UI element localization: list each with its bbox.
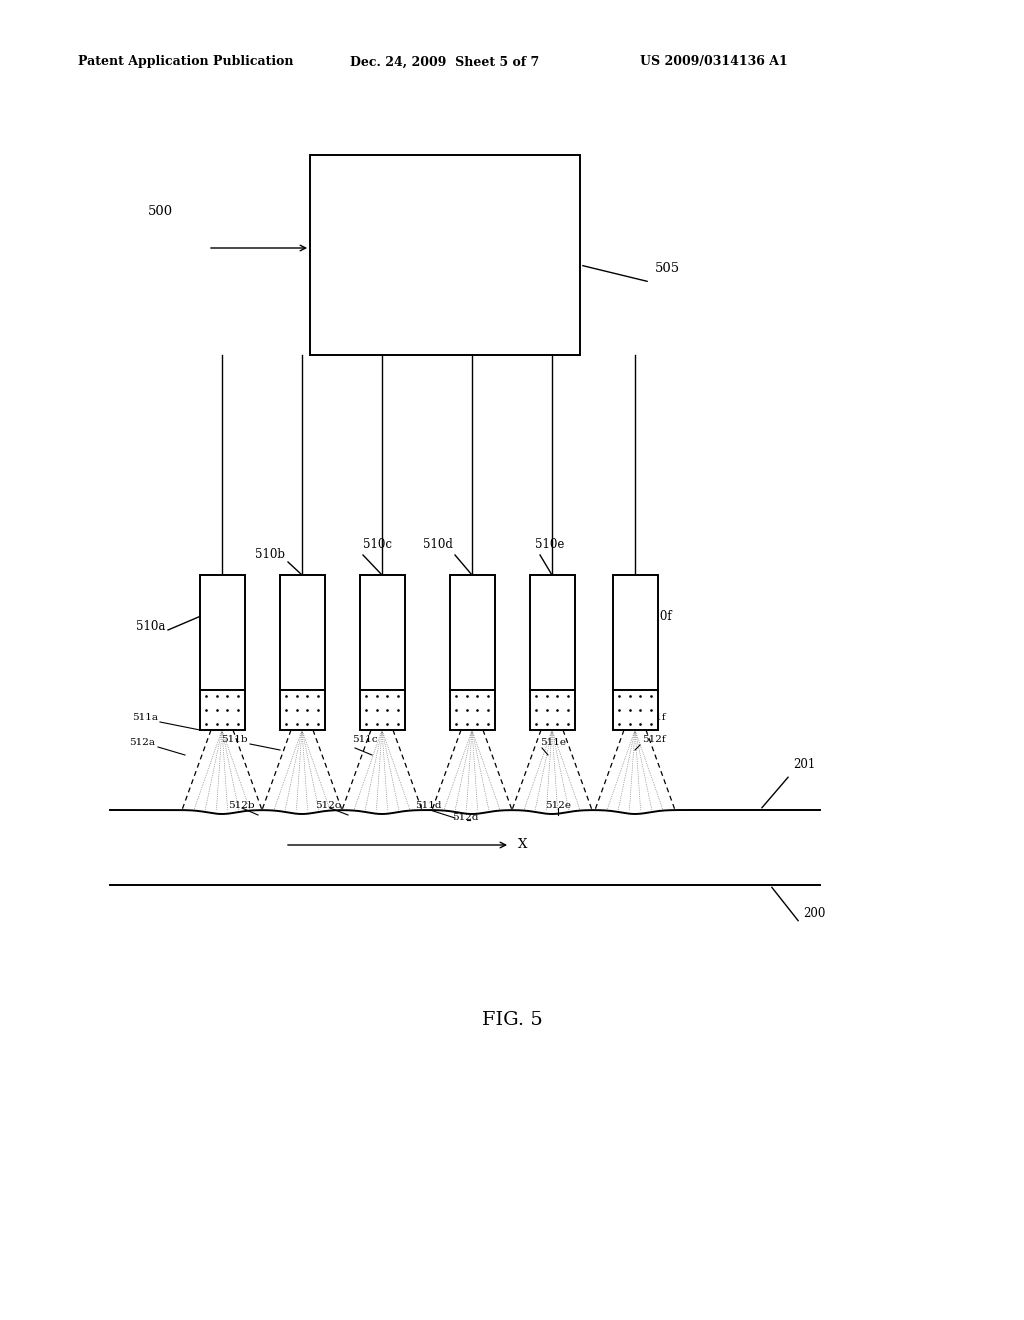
Text: 201: 201 — [793, 758, 815, 771]
Bar — [280, 576, 325, 690]
Text: 512a: 512a — [129, 738, 155, 747]
Bar — [530, 576, 575, 690]
Bar — [530, 690, 575, 730]
Bar — [450, 576, 495, 690]
Text: X: X — [518, 838, 527, 851]
Text: 200: 200 — [803, 907, 825, 920]
Text: 510d: 510d — [423, 539, 453, 550]
Bar — [200, 576, 245, 690]
Text: 500: 500 — [148, 205, 173, 218]
Text: 505: 505 — [655, 261, 680, 275]
Bar — [613, 690, 658, 730]
Text: 512f: 512f — [642, 735, 666, 744]
Bar — [360, 690, 406, 730]
Text: Patent Application Publication: Patent Application Publication — [78, 55, 294, 69]
Text: FIG. 5: FIG. 5 — [481, 1011, 543, 1030]
Text: 511f: 511f — [642, 713, 666, 722]
Text: 512c: 512c — [315, 801, 341, 810]
Text: 510f: 510f — [645, 610, 672, 623]
Text: 511a: 511a — [132, 713, 158, 722]
Text: 510b: 510b — [255, 548, 285, 561]
Text: US 2009/0314136 A1: US 2009/0314136 A1 — [640, 55, 787, 69]
Bar — [200, 690, 245, 730]
Text: 510a: 510a — [135, 620, 165, 634]
Text: 511c: 511c — [352, 735, 378, 744]
Text: 511e: 511e — [540, 738, 566, 747]
Text: 512b: 512b — [228, 801, 255, 810]
Bar — [450, 690, 495, 730]
Bar — [360, 576, 406, 690]
Bar — [280, 690, 325, 730]
Text: 511d: 511d — [415, 801, 441, 810]
Text: 511b: 511b — [221, 735, 248, 744]
Text: Dec. 24, 2009  Sheet 5 of 7: Dec. 24, 2009 Sheet 5 of 7 — [350, 55, 540, 69]
Text: 512e: 512e — [545, 801, 571, 810]
Text: 510c: 510c — [362, 539, 392, 550]
Text: 512d: 512d — [452, 813, 478, 822]
Bar — [310, 154, 580, 355]
Bar — [613, 576, 658, 690]
Text: 510e: 510e — [535, 539, 564, 550]
